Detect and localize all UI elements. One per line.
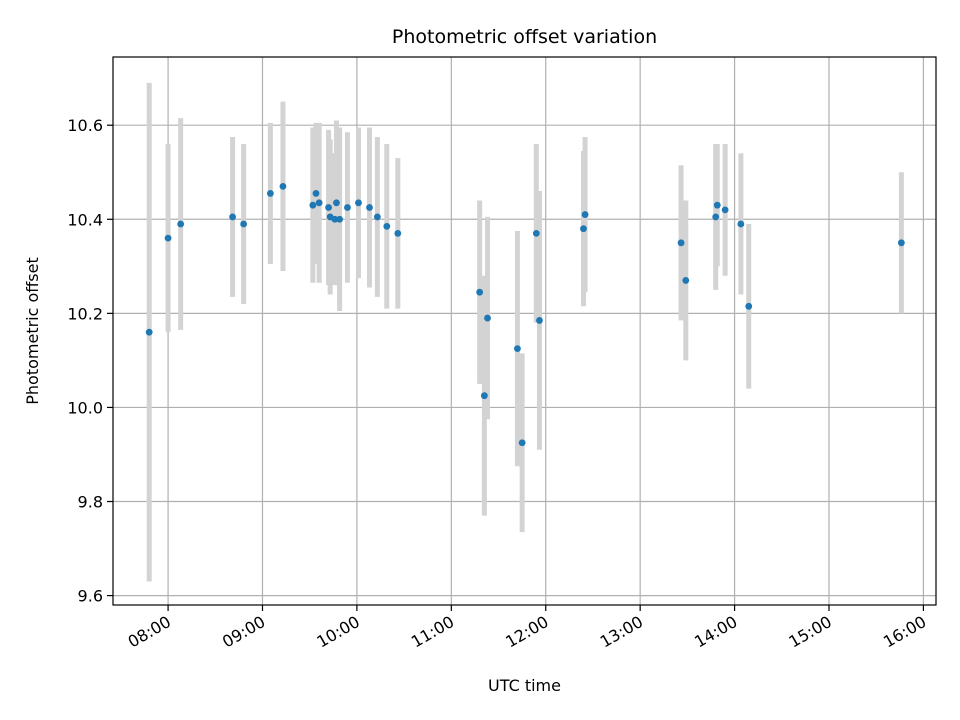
data-point: [476, 288, 484, 296]
y-axis: 9.6 9.8 10.0 10.2 10.4 10.6: [67, 116, 113, 606]
data-point: [309, 201, 317, 209]
data-point: [581, 211, 589, 218]
y-tick-label: 10.6: [67, 116, 103, 135]
data-point: [745, 302, 753, 310]
data-point: [355, 199, 362, 207]
data-point: [229, 213, 236, 221]
data-point: [373, 213, 381, 221]
data-point: [344, 204, 351, 211]
y-axis-label: Photometric offset: [23, 257, 42, 405]
data-point: [164, 234, 172, 242]
data-point: [177, 220, 185, 228]
plot-frame: [112, 56, 937, 606]
data-point: [737, 220, 745, 228]
data-point: [366, 204, 373, 211]
data-point: [240, 220, 248, 228]
data-point: [713, 201, 721, 209]
data-point: [266, 190, 274, 197]
data-point: [897, 239, 905, 247]
y-tick-label: 9.8: [78, 493, 103, 512]
data-point: [484, 314, 491, 322]
data-point: [721, 206, 729, 214]
data-point: [712, 213, 720, 221]
data-point: [580, 225, 587, 233]
data-point: [333, 199, 340, 207]
data-point: [394, 229, 402, 237]
data-point: [383, 222, 391, 230]
y-tick-label: 10.2: [67, 304, 103, 323]
y-tick-label: 10.0: [67, 398, 103, 417]
data-points: [145, 182, 905, 447]
y-tick-label: 9.6: [78, 587, 103, 606]
data-point: [518, 439, 526, 447]
data-point: [325, 204, 332, 211]
data-point: [536, 317, 543, 324]
data-point: [315, 199, 323, 207]
y-tick-label: 10.4: [67, 210, 103, 229]
data-point: [145, 328, 153, 336]
chart-title: Photometric offset variation: [392, 26, 657, 48]
data-point: [532, 229, 540, 237]
data-point: [279, 182, 287, 190]
x-axis-label: UTC time: [488, 676, 561, 695]
data-point: [682, 277, 690, 284]
data-point: [336, 215, 344, 223]
data-point: [677, 239, 685, 247]
data-point: [514, 345, 521, 353]
data-point: [312, 190, 320, 197]
data-point: [331, 215, 339, 223]
data-point: [480, 392, 488, 400]
